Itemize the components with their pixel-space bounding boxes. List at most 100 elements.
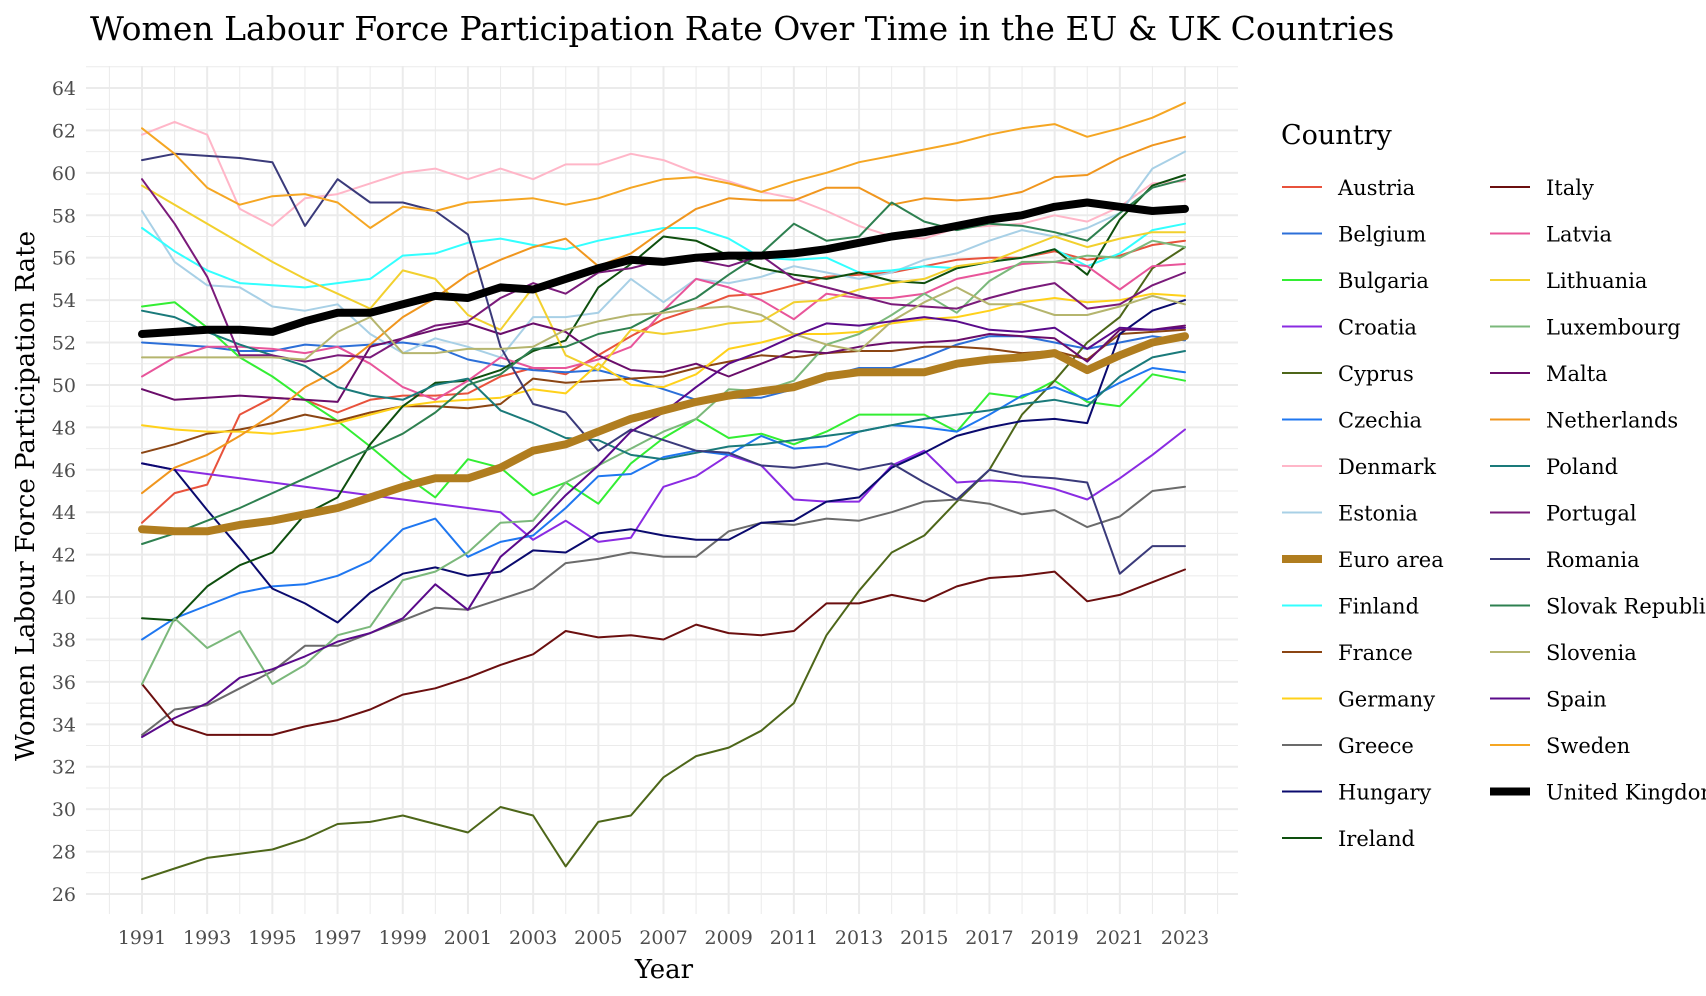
x-tick-label: 2011 [770,927,818,949]
legend-item-france: France [1282,641,1413,665]
series-line-poland [141,309,1186,461]
y-tick-label: 46 [52,460,76,482]
y-tick-label: 32 [52,757,76,779]
legend-label: Bulgaria [1338,269,1429,293]
series-line-hungary [141,299,1186,624]
legend-item-greece: Greece [1282,734,1414,758]
legend-label: Slovak Republic [1546,595,1706,619]
legend-label: Belgium [1338,223,1426,247]
y-tick-label: 30 [52,799,76,821]
series-line-slovak-republic [141,178,1186,545]
series-line-cyprus [141,246,1186,881]
legend-items: Austria Belgium Bulgaria Croatia Cyprus Czech… [1282,176,1706,851]
legend-label: Finland [1338,595,1419,619]
legend-item-germany: Germany [1282,688,1435,712]
legend-item-latvia: Latvia [1490,223,1612,247]
legend-item-estonia: Estonia [1282,502,1418,526]
legend-label: Ireland [1338,827,1415,851]
legend-item-euro-area: Euro area [1282,548,1444,572]
legend-label: Croatia [1338,316,1417,340]
x-tick-label: 2021 [1096,927,1144,949]
x-tick-label: 2019 [1030,927,1078,949]
x-tick-label: 2023 [1161,927,1209,949]
series-line-netherlands [141,135,1186,495]
x-tick-label: 1997 [313,927,361,949]
series-line-romania [141,152,1186,575]
legend-item-sweden: Sweden [1490,734,1630,758]
legend-title: Country [1281,120,1392,151]
y-tick-label: 54 [52,290,76,312]
y-tick-label: 26 [52,884,76,906]
series-line-france [141,328,1186,454]
y-tick-label: 48 [52,417,76,439]
legend-item-united-kingdom: United Kingdom [1490,781,1706,805]
legend-item-slovenia: Slovenia [1490,641,1637,665]
y-tick-label: 58 [52,205,76,227]
legend: Country Austria Belgium Bulgaria Croatia Cyp… [1281,120,1706,851]
legend-item-slovak-republic: Slovak Republic [1490,595,1706,619]
legend-item-portugal: Portugal [1490,502,1637,526]
x-tick-label: 1991 [118,927,166,949]
x-tick-label: 1995 [248,927,296,949]
series-line-luxembourg [141,239,1186,685]
legend-item-denmark: Denmark [1282,455,1436,479]
legend-label: Hungary [1338,781,1431,805]
legend-label: Greece [1338,734,1414,758]
legend-label: Slovenia [1546,641,1637,665]
x-tick-label: 2007 [639,927,687,949]
y-tick-label: 50 [52,375,76,397]
legend-item-netherlands: Netherlands [1490,409,1678,433]
y-tick-label: 28 [52,842,76,864]
y-tick-label: 56 [52,248,76,270]
legend-label: Czechia [1338,409,1422,433]
series-line-austria [141,239,1186,524]
series-line-malta [141,322,1186,403]
legend-label: Latvia [1546,223,1612,247]
x-tick-label: 2003 [509,927,557,949]
x-tick-label: 2013 [835,927,883,949]
series-lines [138,101,1189,881]
series-line-czechia [141,367,1186,641]
x-tick-label: 2001 [444,927,492,949]
y-tick-label: 52 [52,333,76,355]
legend-label: France [1338,641,1413,665]
legend-item-czechia: Czechia [1282,409,1422,433]
legend-label: Romania [1546,548,1640,572]
legend-label: Portugal [1546,502,1637,526]
legend-label: Malta [1546,362,1608,386]
series-line-sweden [141,101,1186,229]
x-tick-label: 2005 [574,927,622,949]
legend-label: Italy [1546,176,1594,200]
y-tick-label: 62 [52,120,76,142]
legend-label: Luxembourg [1546,316,1681,340]
legend-item-belgium: Belgium [1282,223,1426,247]
legend-item-croatia: Croatia [1282,316,1417,340]
legend-item-malta: Malta [1490,362,1608,386]
legend-item-luxembourg: Luxembourg [1490,316,1681,340]
legend-label: Euro area [1338,548,1444,572]
y-tick-label: 38 [52,629,76,651]
series-line-italy [141,568,1186,736]
y-tick-label: 34 [52,714,76,736]
x-axis-title: Year [634,955,694,985]
x-tick-label: 1993 [183,927,231,949]
series-line-greece [141,485,1186,736]
y-tick-label: 60 [52,163,76,185]
series-line-united-kingdom [138,198,1189,338]
legend-item-romania: Romania [1490,548,1640,572]
legend-label: Denmark [1338,455,1436,479]
x-tick-label: 2015 [900,927,948,949]
legend-label: United Kingdom [1546,781,1706,805]
legend-item-cyprus: Cyprus [1282,362,1414,386]
y-tick-label: 64 [52,78,76,100]
series-line-lithuania [141,184,1186,372]
legend-item-spain: Spain [1490,688,1607,712]
chart-title: Women Labour Force Participation Rate Ov… [90,9,1394,48]
legend-label: Lithuania [1546,269,1647,293]
series-line-estonia [141,150,1186,359]
series-line-slovenia [141,286,1186,361]
legend-label: Sweden [1546,734,1630,758]
y-tick-label: 42 [52,545,76,567]
legend-label: Spain [1546,688,1607,712]
series-line-bulgaria [141,301,1186,505]
